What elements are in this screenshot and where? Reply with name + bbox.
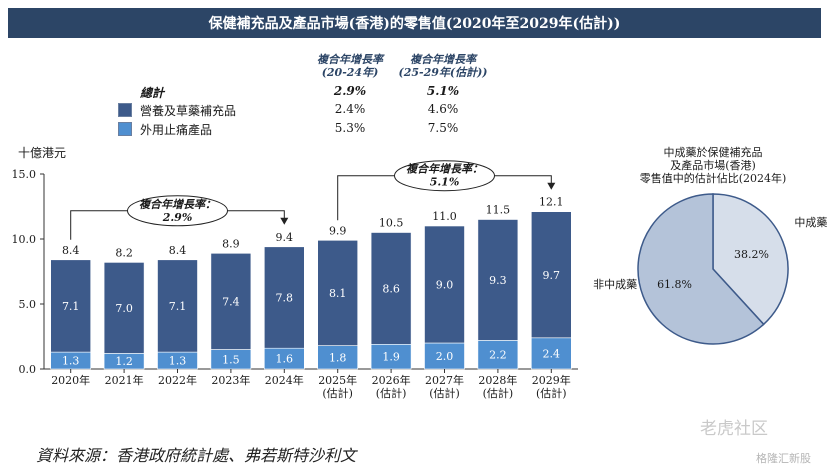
stacked-bar-chart: 十億港元 0.0 5.0 10.0 15.0 1.3 7.1 8.4 2020年 1.2 7.0 8.… bbox=[12, 146, 578, 400]
x-tick-label: 2021年 bbox=[105, 373, 144, 387]
bar-label-pain-relief: 2.0 bbox=[436, 350, 454, 363]
bar-label-supplements: 9.7 bbox=[543, 269, 561, 282]
bar-total-label: 11.5 bbox=[486, 204, 511, 217]
bar-label-pain-relief: 1.9 bbox=[382, 351, 400, 364]
x-tick-label: 2022年 bbox=[158, 373, 197, 387]
bar-total-label: 12.1 bbox=[539, 196, 564, 209]
cagr-callout-text: 複合年增長率： 5.1% bbox=[406, 163, 483, 189]
bar-supplements bbox=[103, 262, 145, 354]
x-tick-label: 2023年 bbox=[211, 373, 250, 387]
chart-title: 保健補充品及產品市場(香港)的零售值(2020年至2029年(估計)) bbox=[208, 16, 621, 32]
watermark-sub: 格隆汇新股 bbox=[756, 452, 811, 465]
pie-slice-label: 非中成藥 bbox=[593, 278, 637, 291]
x-tick-label: 2029年(估計) bbox=[532, 373, 571, 400]
cagr-callout-text: 複合年增長率： 2.9% bbox=[139, 198, 216, 224]
bar-supplements bbox=[424, 225, 465, 344]
bar-label-supplements: 7.1 bbox=[62, 300, 80, 313]
pie-slice-value: 38.2% bbox=[734, 248, 769, 261]
bar-total-label: 8.2 bbox=[115, 246, 133, 259]
bar-label-supplements: 7.4 bbox=[222, 295, 240, 308]
bar-supplements bbox=[50, 259, 92, 353]
pie-slice-label: 中成藥 bbox=[794, 216, 827, 229]
bar-supplements bbox=[370, 232, 412, 345]
x-tick-label: 2024年 bbox=[265, 373, 304, 387]
bar-label-pain-relief: 1.8 bbox=[329, 351, 347, 364]
bar-supplements bbox=[157, 259, 198, 353]
bar-supplements bbox=[477, 219, 519, 341]
bar-total-label: 8.4 bbox=[62, 244, 80, 257]
bar-label-supplements: 7.1 bbox=[169, 300, 187, 313]
bar-label-pain-relief: 1.3 bbox=[62, 355, 80, 368]
bar-supplements bbox=[530, 211, 572, 339]
cagr-arrowhead bbox=[547, 182, 556, 190]
pie-slice bbox=[712, 193, 789, 326]
bar-total-label: 8.9 bbox=[222, 237, 240, 250]
bar-supplements bbox=[317, 240, 359, 346]
bar-total-label: 10.5 bbox=[379, 217, 404, 230]
bar-total-label: 9.4 bbox=[276, 231, 294, 244]
bar-label-supplements: 7.0 bbox=[115, 302, 133, 315]
x-tick-label: 2025年(估計) bbox=[318, 373, 357, 400]
bar-label-pain-relief: 1.2 bbox=[115, 355, 133, 368]
source-note: 資料來源：香港政府統計處、弗若斯特沙利文 bbox=[36, 446, 357, 465]
bar-label-pain-relief: 1.3 bbox=[169, 355, 187, 368]
cagr-callout-ellipse bbox=[394, 160, 495, 192]
x-tick-label: 2027年(估計) bbox=[425, 373, 464, 400]
x-tick-label: 2028年(估計) bbox=[478, 373, 517, 400]
pie-chart: 中成藥於保健補充品及產品市場(香港)零售值中的估計佔比(2024年) 38.2% 中… bbox=[593, 145, 827, 345]
bar-label-supplements: 9.0 bbox=[436, 279, 454, 292]
y-axis-title: 十億港元 bbox=[18, 146, 66, 160]
bar-label-pain-relief: 1.6 bbox=[276, 353, 294, 366]
cagr-arrowhead bbox=[280, 217, 289, 225]
bar-supplements bbox=[263, 246, 305, 349]
bar-label-supplements: 8.6 bbox=[382, 282, 400, 295]
cagr-callout-ellipse bbox=[127, 195, 228, 227]
pie-title: 中成藥於保健補充品及產品市場(香港)零售值中的估計佔比(2024年) bbox=[640, 145, 787, 185]
bar-total-label: 11.0 bbox=[432, 210, 457, 223]
bar-label-pain-relief: 2.4 bbox=[543, 347, 561, 360]
y-tick-label: 0.0 bbox=[19, 363, 37, 376]
x-tick-label: 2020年 bbox=[51, 373, 90, 387]
bar-pain-relief bbox=[530, 337, 572, 370]
y-tick-label: 10.0 bbox=[12, 233, 37, 246]
pie-slice-value: 61.8% bbox=[657, 278, 692, 291]
y-tick-label: 5.0 bbox=[19, 298, 37, 311]
bar-total-label: 9.9 bbox=[329, 224, 347, 237]
bar-label-supplements: 8.1 bbox=[329, 287, 347, 300]
bar-label-pain-relief: 2.2 bbox=[489, 349, 507, 362]
watermark-logo: 老虎社区 bbox=[700, 419, 768, 439]
bar-label-supplements: 7.8 bbox=[276, 292, 294, 305]
bar-label-supplements: 9.3 bbox=[489, 274, 507, 287]
y-tick-label: 15.0 bbox=[12, 168, 37, 181]
x-tick-label: 2026年(估計) bbox=[372, 373, 411, 400]
bar-supplements bbox=[210, 253, 252, 350]
chart-title-bar: 保健補充品及產品市場(香港)的零售值(2020年至2029年(估計)) bbox=[8, 8, 821, 38]
bar-pain-relief bbox=[370, 343, 412, 370]
pie-slice bbox=[637, 193, 765, 345]
bar-label-pain-relief: 1.5 bbox=[222, 353, 240, 366]
bar-total-label: 8.4 bbox=[169, 244, 187, 257]
